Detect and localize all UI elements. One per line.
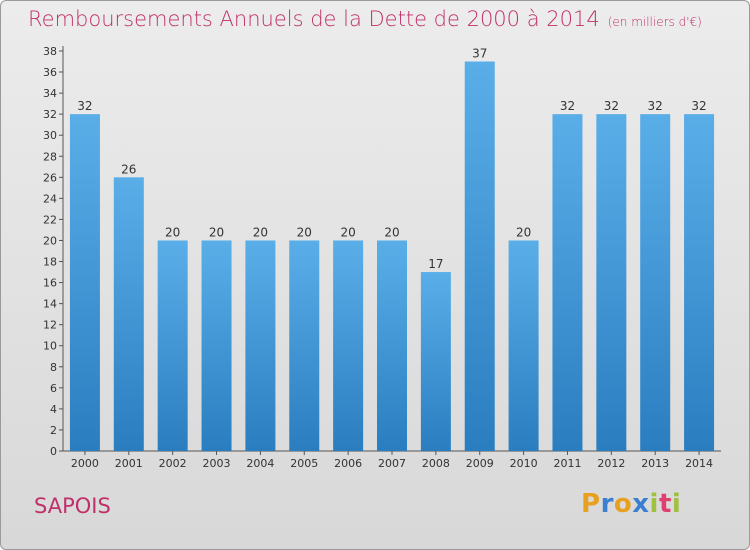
x-tick-label: 2009	[466, 457, 494, 470]
proxiti-logo: Proxiti	[581, 489, 681, 519]
logo-letter: P	[581, 489, 601, 519]
y-tick-label: 12	[43, 319, 57, 332]
y-tick-label: 14	[43, 298, 57, 311]
bar-value-label: 37	[472, 47, 487, 61]
logo-letter: i	[671, 489, 682, 519]
bar	[596, 114, 627, 451]
x-tick-label: 2000	[71, 457, 99, 470]
logo-letter: x	[632, 489, 650, 519]
x-tick-label: 2011	[553, 457, 581, 470]
bar	[508, 240, 539, 451]
y-tick-label: 34	[43, 87, 57, 100]
bar-value-label: 32	[604, 99, 619, 113]
x-tick-label: 2002	[159, 457, 187, 470]
x-tick-label: 2012	[597, 457, 625, 470]
y-tick-label: 20	[43, 234, 57, 247]
logo-letter: o	[613, 489, 633, 519]
y-tick-label: 28	[43, 150, 57, 163]
y-tick-label: 32	[43, 108, 57, 121]
x-tick-label: 2001	[115, 457, 143, 470]
bar	[245, 240, 276, 451]
bar-value-label: 32	[77, 99, 92, 113]
bar	[420, 272, 451, 451]
bar-value-label: 20	[297, 225, 312, 239]
bar-value-label: 20	[253, 225, 268, 239]
bar	[684, 114, 715, 451]
unit-note: (en milliers d'€)	[607, 15, 702, 29]
chart-title: Remboursements Annuels de la Dette de 20…	[28, 7, 702, 31]
logo-letter: i	[649, 489, 659, 519]
logo-letter: t	[658, 489, 672, 519]
bar-value-label: 17	[428, 257, 443, 271]
bar	[157, 240, 188, 451]
bar-value-label: 32	[648, 99, 663, 113]
x-tick-label: 2006	[334, 457, 362, 470]
logo-letter: r	[600, 489, 614, 519]
bar-value-label: 20	[384, 225, 399, 239]
x-tick-label: 2003	[203, 457, 231, 470]
y-tick-label: 6	[50, 382, 57, 395]
bar	[113, 177, 144, 451]
y-tick-label: 4	[50, 403, 57, 416]
x-tick-label: 2013	[641, 457, 669, 470]
x-tick-label: 2004	[246, 457, 274, 470]
y-tick-label: 38	[43, 45, 57, 58]
x-tick-label: 2008	[422, 457, 450, 470]
x-tick-label: 2014	[685, 457, 713, 470]
bar-value-label: 20	[209, 225, 224, 239]
x-tick-label: 2010	[510, 457, 538, 470]
bar	[69, 114, 100, 451]
y-tick-label: 0	[50, 445, 57, 458]
y-tick-label: 24	[43, 192, 57, 205]
bar	[201, 240, 232, 451]
bar-value-label: 26	[121, 162, 136, 176]
bar-value-label: 20	[516, 225, 531, 239]
y-tick-label: 10	[43, 340, 57, 353]
x-tick-label: 2005	[290, 457, 318, 470]
bar-value-label: 32	[560, 99, 575, 113]
y-tick-label: 22	[43, 213, 57, 226]
y-tick-label: 18	[43, 256, 57, 269]
y-tick-label: 2	[50, 424, 57, 437]
y-tick-label: 30	[43, 129, 57, 142]
y-tick-label: 26	[43, 171, 57, 184]
bar	[640, 114, 671, 451]
x-tick-label: 2007	[378, 457, 406, 470]
y-tick-label: 8	[50, 361, 57, 374]
bar-value-label: 20	[340, 225, 355, 239]
bar	[464, 61, 495, 452]
commune-name: SAPOIS	[34, 494, 111, 518]
bar-value-label: 20	[165, 225, 180, 239]
bar	[552, 114, 583, 451]
y-tick-label: 36	[43, 66, 57, 79]
bar-value-label: 32	[691, 99, 706, 113]
title-text: Remboursements Annuels de la Dette de 20…	[28, 7, 600, 31]
y-tick-label: 16	[43, 277, 57, 290]
bar	[377, 240, 407, 451]
bar	[333, 240, 364, 451]
bar	[289, 240, 320, 451]
